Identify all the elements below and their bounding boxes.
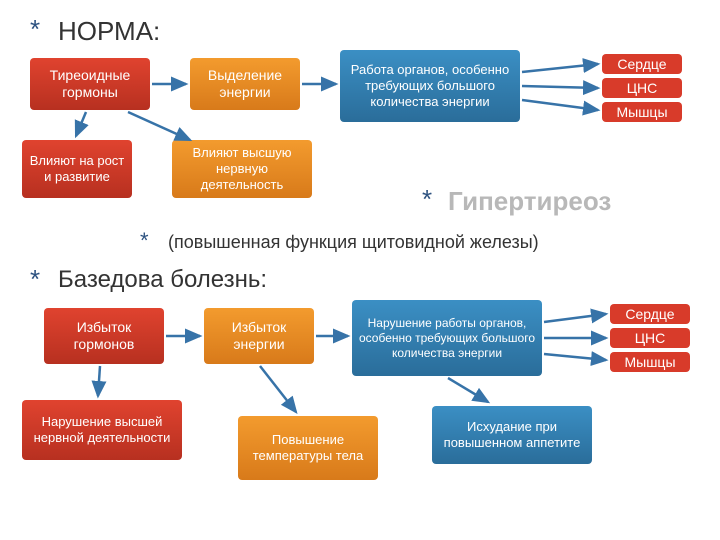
box-energy-release: Выделение энергии bbox=[190, 58, 300, 110]
box-organ-disruption: Нарушение работы органов, особенно требу… bbox=[352, 300, 542, 376]
title-hyper: Гипертиреоз bbox=[448, 186, 611, 217]
asterisk-norma: * bbox=[30, 14, 40, 45]
box-weight-loss: Исхудание при повышенном аппетите bbox=[432, 406, 592, 464]
box-nervous-activity: Влияют высшую нервную деятельность bbox=[172, 140, 312, 198]
asterisk-basedova: * bbox=[30, 264, 40, 295]
pill-heart-2: Сердце bbox=[610, 304, 690, 324]
box-growth: Влияют на рост и развитие bbox=[22, 140, 132, 198]
asterisk-sub: * bbox=[140, 228, 149, 254]
box-nervous-disruption: Нарушение высшей нервной деятельности bbox=[22, 400, 182, 460]
subtitle-hyper: (повышенная функция щитовидной железы) bbox=[168, 232, 539, 253]
title-basedova: Базедова болезнь: bbox=[58, 266, 267, 294]
pill-cns-1: ЦНС bbox=[602, 78, 682, 98]
asterisk-hyper: * bbox=[422, 184, 432, 215]
box-organ-work: Работа органов, особенно требующих больш… bbox=[340, 50, 520, 122]
pill-muscles-1: Мышцы bbox=[602, 102, 682, 122]
pill-heart-1: Сердце bbox=[602, 54, 682, 74]
box-temp-increase: Повышение температуры тела bbox=[238, 416, 378, 480]
pill-muscles-2: Мышцы bbox=[610, 352, 690, 372]
pill-cns-2: ЦНС bbox=[610, 328, 690, 348]
title-norma: НОРМА: bbox=[58, 16, 160, 47]
box-energy-excess: Избыток энергии bbox=[204, 308, 314, 364]
box-hormone-excess: Избыток гормонов bbox=[44, 308, 164, 364]
box-thyroid-hormones: Тиреоидные гормоны bbox=[30, 58, 150, 110]
